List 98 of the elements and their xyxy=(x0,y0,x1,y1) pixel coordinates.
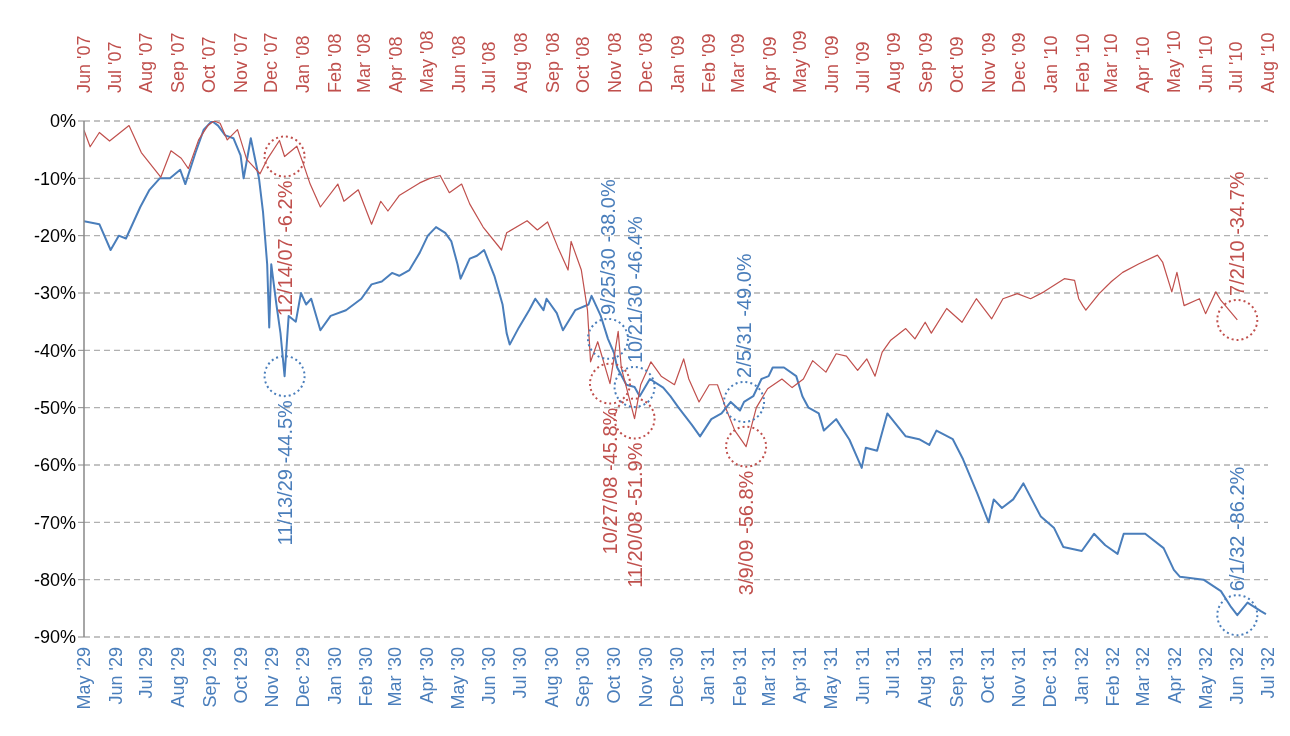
x-tick-label: Jul '29 xyxy=(136,647,157,699)
x-tick-label: May '32 xyxy=(1195,647,1216,710)
y-tick-label: -60% xyxy=(33,455,76,476)
x-tick-label: Feb '31 xyxy=(729,647,750,707)
y-tick-label: -30% xyxy=(33,283,76,304)
x-tick-label: Jul '30 xyxy=(509,647,530,699)
x2-tick-label: Nov '08 xyxy=(605,32,626,93)
x-tick-label: Apr '31 xyxy=(790,647,811,704)
x2-tick-label: Jun '08 xyxy=(448,35,469,93)
x-tick-label: Jan '31 xyxy=(698,647,719,705)
data-label: 10/27/08 -45.8% xyxy=(598,407,621,555)
y-tick-label: -20% xyxy=(33,226,76,247)
x2-tick-label: Jul '09 xyxy=(852,41,873,93)
x2-tick-label: Nov '07 xyxy=(230,32,251,93)
x-tick-label: Mar '31 xyxy=(758,647,779,707)
x2-tick-label: Jun '07 xyxy=(74,35,94,93)
x2-tick-label: Dec '09 xyxy=(1009,32,1030,93)
y-tick-label: 0% xyxy=(49,111,76,132)
x2-tick-label: Jul '08 xyxy=(479,41,500,93)
data-label: 10/21/30 -46.4% xyxy=(623,216,646,364)
x2-tick-label: May '08 xyxy=(416,30,437,93)
data-label: 11/20/08 -51.9% xyxy=(623,442,646,588)
x-tick-label: Jun '29 xyxy=(105,647,126,705)
x-tick-label: Jan '30 xyxy=(324,647,345,705)
x-tick-label: May '31 xyxy=(821,647,842,710)
x2-tick-label: Dec '08 xyxy=(635,32,656,93)
x-tick-label: Aug '31 xyxy=(915,647,936,708)
x-tick-label: Sep '30 xyxy=(573,647,594,708)
x-tick-label: Jan '32 xyxy=(1071,647,1092,705)
data-label: 11/13/29 -44.5% xyxy=(273,399,296,546)
x2-tick-label: May '10 xyxy=(1163,30,1184,93)
x-tick-label: Dec '31 xyxy=(1040,647,1061,708)
x2-tick-label: Nov '09 xyxy=(978,32,999,93)
x-tick-label: Apr '32 xyxy=(1164,647,1185,704)
x2-tick-label: Jul '10 xyxy=(1226,41,1247,93)
x-tick-label: May '30 xyxy=(447,647,468,710)
x2-tick-label: Jan '10 xyxy=(1041,35,1062,93)
y-tick-label: -40% xyxy=(33,340,76,361)
x2-tick-label: Feb '08 xyxy=(324,33,345,93)
x2-tick-label: Jul '07 xyxy=(104,41,125,93)
x2-tick-label: Jun '10 xyxy=(1195,35,1216,93)
x-tick-label: May '29 xyxy=(74,647,94,710)
x-tick-label: Oct '29 xyxy=(230,647,251,704)
x2-tick-label: Jan '09 xyxy=(667,35,688,93)
y-tick-label: -70% xyxy=(33,512,76,533)
x2-tick-label: Oct '09 xyxy=(946,36,967,93)
x2-tick-label: Apr '10 xyxy=(1133,36,1154,93)
x2-tick-label: Sep '08 xyxy=(542,32,563,93)
x-tick-label: Oct '31 xyxy=(977,647,998,704)
x-tick-label: Nov '31 xyxy=(1009,647,1030,708)
x-tick-label: Apr '30 xyxy=(416,647,437,704)
x2-tick-label: Dec '07 xyxy=(261,32,282,93)
x2-tick-label: Feb '10 xyxy=(1072,33,1093,93)
x2-tick-label: Oct '07 xyxy=(198,36,219,93)
data-label: 6/1/32 -86.2% xyxy=(1226,466,1249,592)
x-tick-label: Oct '30 xyxy=(604,647,625,704)
x-tick-label: Nov '30 xyxy=(635,647,656,708)
x2-tick-label: Mar '08 xyxy=(354,33,375,93)
y-tick-label: -80% xyxy=(33,570,76,591)
x2-tick-label: Apr '09 xyxy=(759,36,780,93)
x-tick-label: Mar '30 xyxy=(385,647,406,707)
x2-tick-label: Sep '09 xyxy=(916,32,937,93)
y-tick-label: -90% xyxy=(33,627,76,648)
data-label: 12/14/07 -6.2% xyxy=(273,180,296,317)
x2-tick-label: Oct '08 xyxy=(573,36,594,93)
x2-tick-label: Aug '10 xyxy=(1258,32,1278,93)
y-tick-label: -50% xyxy=(33,398,76,419)
x2-tick-label: Feb '09 xyxy=(699,33,720,93)
data-label: 7/2/10 -34.7% xyxy=(1226,171,1249,296)
x2-tick-label: Aug '07 xyxy=(136,32,157,93)
x-tick-label: Sep '29 xyxy=(199,647,220,708)
x2-tick-label: May '09 xyxy=(790,30,811,93)
x-tick-label: Jul '32 xyxy=(1258,647,1278,699)
x-tick-label: Jun '30 xyxy=(479,647,500,705)
y-tick-label: -10% xyxy=(33,168,76,189)
x-tick-label: Aug '30 xyxy=(541,647,562,708)
x2-tick-label: Mar '10 xyxy=(1101,33,1122,93)
x-tick-label: Dec '30 xyxy=(666,647,687,708)
data-label: 9/25/30 -38.0% xyxy=(596,179,619,315)
x-tick-label: Dec '29 xyxy=(292,647,313,708)
data-label: 3/9/09 -56.8% xyxy=(735,470,758,596)
x-tick-label: Jun '32 xyxy=(1227,647,1248,705)
x-tick-label: Jun '31 xyxy=(852,647,873,705)
x-tick-label: Nov '29 xyxy=(262,647,283,708)
x2-tick-label: Jun '09 xyxy=(822,35,843,93)
x2-tick-label: Jan '08 xyxy=(292,35,313,93)
x-tick-label: Mar '32 xyxy=(1133,647,1154,707)
x2-tick-label: Mar '09 xyxy=(727,33,748,93)
x-tick-label: Feb '32 xyxy=(1103,647,1124,707)
x2-tick-label: Apr '08 xyxy=(386,36,407,93)
x2-tick-label: Aug '09 xyxy=(884,32,905,93)
x-tick-label: Feb '30 xyxy=(356,647,377,707)
x2-tick-label: Aug '08 xyxy=(510,32,531,93)
data-label: 2/5/31 -49.0% xyxy=(733,253,756,378)
x-tick-label: Sep '31 xyxy=(946,647,967,708)
x-tick-label: Jul '31 xyxy=(883,647,904,699)
x2-tick-label: Sep '07 xyxy=(168,32,189,93)
x-tick-label: Aug '29 xyxy=(168,647,189,708)
